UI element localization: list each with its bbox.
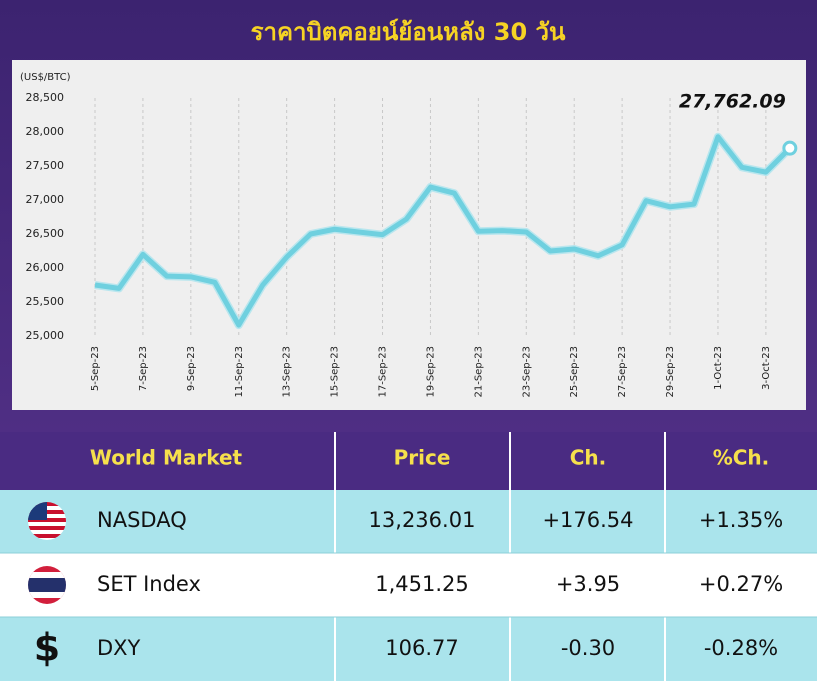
y-tick-label: 26,000 (26, 261, 65, 274)
header-cell: Price (394, 446, 451, 470)
price: 13,236.01 (369, 508, 476, 532)
y-tick-label: 28,000 (26, 125, 65, 138)
table-row (0, 553, 817, 617)
x-tick-label: 17-Sep-23 (378, 346, 389, 398)
x-tick-label: 3-Oct-23 (761, 346, 772, 390)
chart-title: ราคาบิตคอยน์ย้อนหลัง 30 วัน (251, 18, 566, 46)
pct-change: -0.28% (704, 636, 778, 660)
y-tick-label: 26,500 (26, 227, 65, 240)
market-name: SET Index (97, 572, 201, 596)
table-row (0, 617, 817, 681)
change: -0.30 (561, 636, 615, 660)
x-tick-label: 15-Sep-23 (330, 346, 341, 398)
pct-change: +0.27% (699, 572, 783, 596)
header-cell: Ch. (570, 446, 607, 470)
x-tick-label: 23-Sep-23 (521, 346, 532, 398)
end-point (782, 140, 798, 156)
table-header (0, 432, 817, 490)
price: 1,451.25 (375, 572, 469, 596)
y-tick-label: 25,000 (26, 329, 65, 342)
x-tick-label: 25-Sep-23 (569, 346, 580, 398)
header-cell: World Market (90, 446, 243, 470)
x-tick-label: 29-Sep-23 (665, 346, 676, 398)
y-tick-label: 25,500 (26, 295, 65, 308)
thai-flag-icon (28, 566, 66, 604)
x-tick-label: 11-Sep-23 (234, 346, 245, 398)
y-axis-label: (US$/BTC) (20, 72, 71, 83)
x-tick-label: 13-Sep-23 (282, 346, 293, 398)
price: 106.77 (385, 636, 458, 660)
value-label: 27,762.09 (679, 91, 786, 113)
market-name: DXY (97, 636, 141, 660)
y-tick-label: 27,000 (26, 193, 65, 206)
change: +3.95 (556, 572, 620, 596)
x-tick-label: 9-Sep-23 (186, 346, 197, 391)
price-line (94, 134, 792, 328)
x-tick-label: 7-Sep-23 (138, 346, 149, 391)
change: +176.54 (542, 508, 633, 532)
pct-change: +1.35% (699, 508, 783, 532)
us-flag-icon (28, 502, 66, 540)
x-tick-label: 21-Sep-23 (473, 346, 484, 398)
chart-panel (12, 60, 806, 410)
market-name: NASDAQ (97, 508, 187, 532)
header-cell: %Ch. (713, 446, 770, 470)
x-tick-label: 1-Oct-23 (713, 346, 724, 390)
x-tick-label: 19-Sep-23 (425, 346, 436, 398)
x-tick-label: 5-Sep-23 (90, 346, 101, 391)
table-row (0, 490, 817, 553)
y-tick-label: 28,500 (26, 91, 65, 104)
x-tick-label: 27-Sep-23 (617, 346, 628, 398)
dollar-icon: $ (34, 626, 60, 670)
y-tick-label: 27,500 (26, 159, 65, 172)
column-dividers (334, 432, 666, 681)
